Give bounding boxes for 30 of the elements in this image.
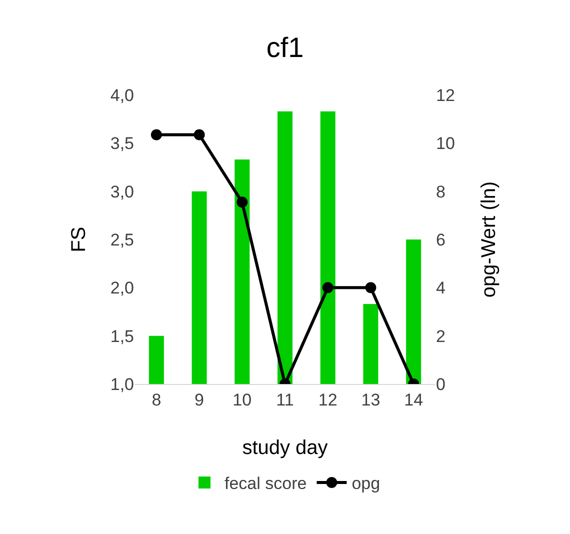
y-axis-title: FS (68, 226, 90, 252)
x-tick-label: 12 (318, 390, 338, 410)
point (150, 129, 162, 140)
x-tick-label: 8 (152, 390, 162, 410)
y2-tick-label: 0 (436, 374, 446, 394)
y-tick-label: 2,0 (110, 278, 134, 298)
x-tick-label: 14 (404, 390, 424, 410)
y2-tick-label: 8 (436, 182, 446, 202)
x-tick-label: 10 (232, 390, 252, 410)
y-tick-label: 3,0 (110, 182, 134, 202)
y2-tick-label: 6 (436, 230, 446, 250)
x-tick-label: 13 (361, 390, 380, 410)
x-tick-label: 9 (194, 390, 204, 410)
y-tick-label: 2,5 (110, 230, 134, 250)
legend-label: opg (352, 474, 380, 494)
x-tick-label: 11 (276, 390, 294, 410)
point (236, 196, 248, 208)
y-tick-label: 1,5 (110, 326, 134, 346)
chart-title: cf1 (266, 32, 304, 63)
y2-tick-label: 4 (436, 278, 446, 298)
y2-tick-label: 2 (436, 326, 446, 346)
y2-tick-label: 10 (436, 134, 455, 154)
y-tick-label: 4,0 (110, 86, 134, 105)
y-tick-label: 3,5 (110, 134, 134, 154)
x-axis-title: study day (242, 437, 328, 459)
legend-label: fecal score (224, 474, 307, 494)
point (194, 129, 205, 140)
y2-tick-label: 12 (436, 86, 455, 105)
y2-axis-title: opg-Wert (ln) (478, 181, 500, 298)
y-tick-label: 1,0 (110, 374, 134, 394)
